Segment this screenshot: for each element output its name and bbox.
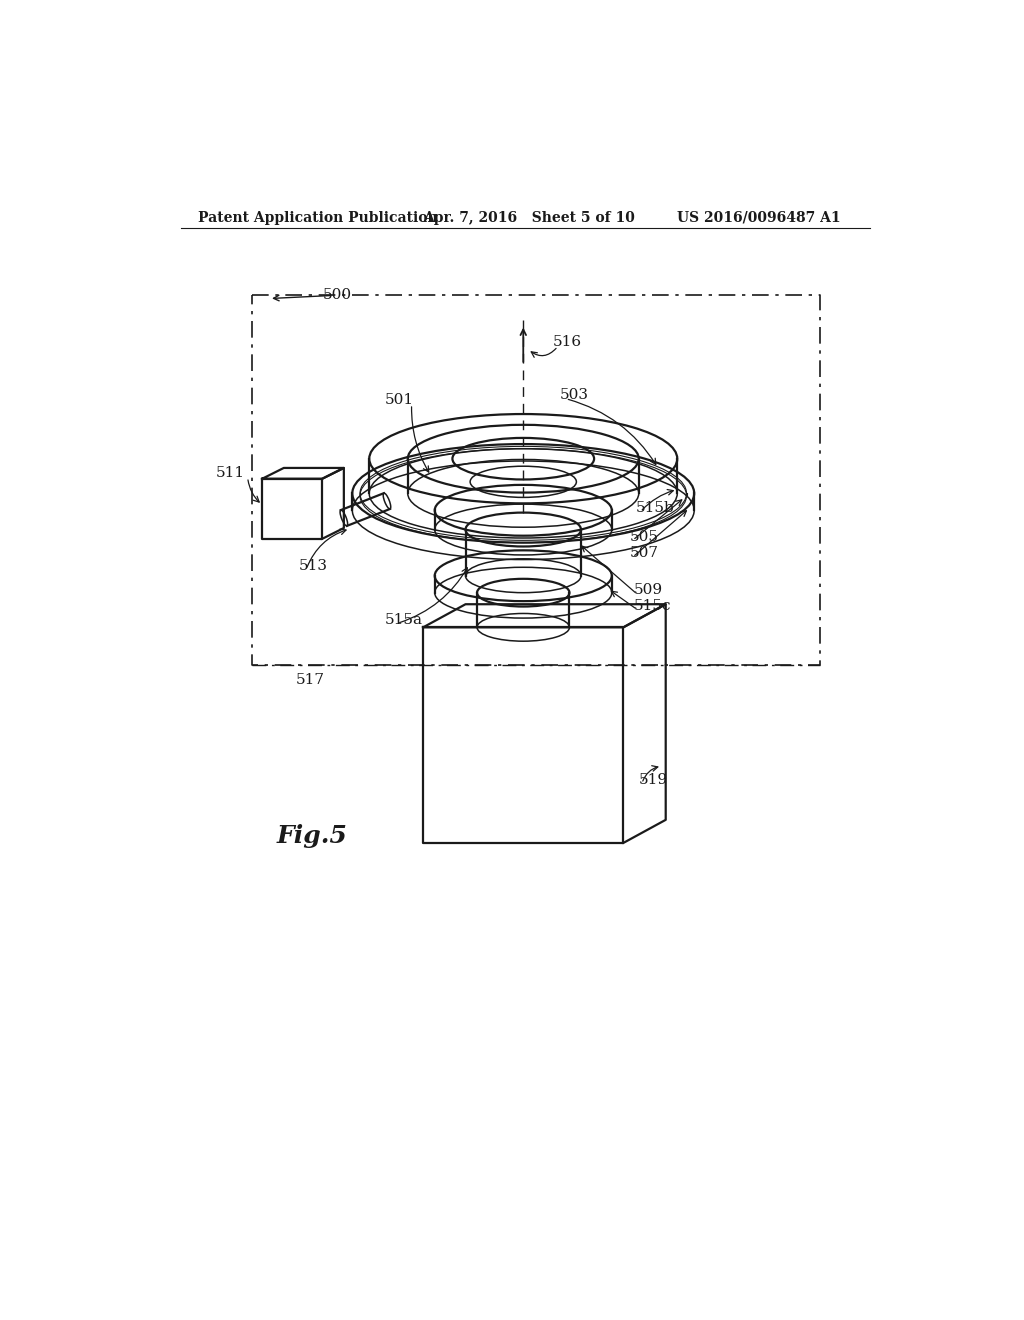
Text: 519: 519 (639, 774, 668, 787)
Text: Apr. 7, 2016   Sheet 5 of 10: Apr. 7, 2016 Sheet 5 of 10 (423, 211, 635, 224)
Text: 515c: 515c (634, 599, 672, 612)
Text: Patent Application Publication: Patent Application Publication (199, 211, 438, 224)
Text: Fig.5: Fig.5 (276, 825, 348, 849)
Text: 501: 501 (385, 393, 414, 408)
Text: 511: 511 (215, 466, 245, 480)
Text: 507: 507 (630, 546, 658, 561)
Text: 517: 517 (296, 673, 325, 686)
Text: 509: 509 (634, 583, 664, 598)
Text: 513: 513 (298, 558, 328, 573)
Text: US 2016/0096487 A1: US 2016/0096487 A1 (677, 211, 841, 224)
Text: 515a: 515a (385, 612, 423, 627)
Text: 516: 516 (553, 335, 582, 350)
Text: 505: 505 (630, 529, 658, 544)
Text: 503: 503 (560, 388, 589, 401)
Text: 500: 500 (323, 288, 352, 302)
Text: 515b: 515b (636, 502, 675, 515)
